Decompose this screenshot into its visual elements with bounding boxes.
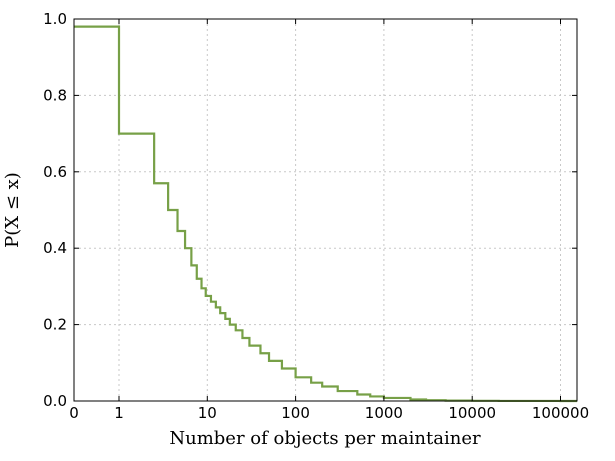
grid-lines (73, 18, 577, 402)
cdf-series-line (74, 25, 577, 403)
y-tick-label: 0.0 (43, 392, 67, 410)
x-tick-label: 10000 (448, 404, 496, 422)
x-tick-label: 1000 (365, 404, 403, 422)
series-layer (74, 25, 577, 403)
y-axis-label: P(X ≤ x) (2, 172, 23, 248)
x-tick-label: 100 (281, 404, 310, 422)
x-tick-label: 10 (198, 404, 217, 422)
x-tick-label: 1 (114, 404, 124, 422)
x-axis-label: Number of objects per maintainer (169, 428, 481, 449)
y-tick-label: 0.8 (43, 86, 67, 104)
y-tick-label: 0.6 (43, 163, 67, 181)
plot-frame (73, 18, 578, 402)
y-tick-label: 1.0 (43, 10, 67, 28)
y-tick-label: 0.4 (43, 239, 67, 257)
x-tick-label: 0 (69, 404, 79, 422)
x-tick-labels: 0 1 10 100 1000 10000 100000 (69, 404, 589, 422)
y-tick-labels: 0.0 0.2 0.4 0.6 0.8 1.0 (43, 10, 67, 410)
y-tick-label: 0.2 (43, 316, 67, 334)
x-tick-label: 100000 (532, 404, 589, 422)
tick-marks (73, 18, 577, 402)
